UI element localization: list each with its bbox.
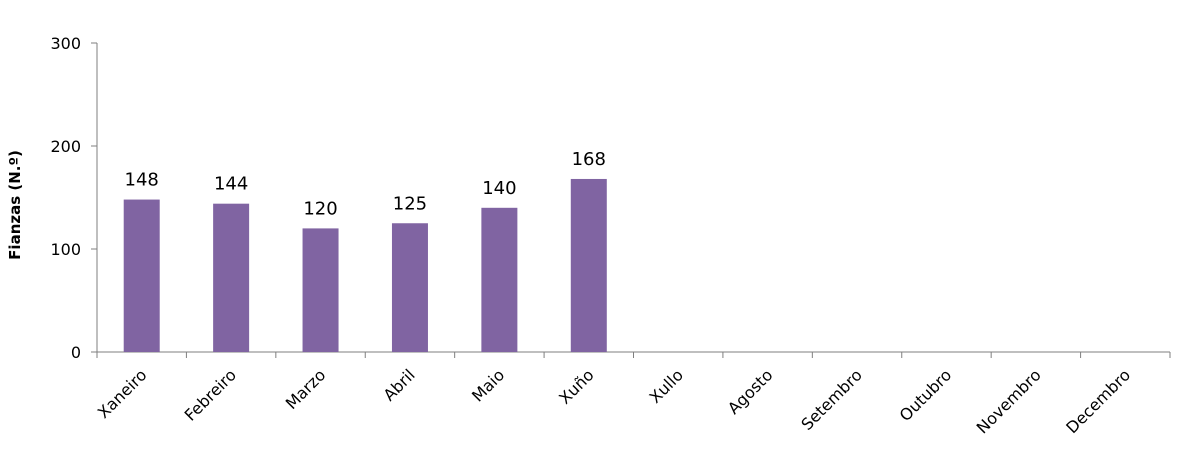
data-label: 120 [303, 198, 337, 219]
x-tick-label: Outubro [896, 365, 956, 425]
x-tick-label: Maio [468, 365, 508, 405]
data-label: 140 [482, 178, 516, 199]
x-tick-label: Marzo [282, 365, 330, 413]
bar [213, 203, 250, 352]
y-axis-label: Fianzas (N.º) [6, 150, 24, 260]
x-tick-label: Xullo [645, 365, 687, 407]
data-label: 144 [214, 174, 248, 195]
bar [302, 228, 339, 352]
x-tick-label: Decembro [1062, 365, 1134, 437]
y-tick-label: 0 [71, 343, 81, 362]
y-tick-label: 100 [50, 240, 81, 259]
x-tick-label: Xuño [555, 365, 597, 407]
x-tick-label: Setembro [797, 365, 866, 434]
x-tick-label: Abril [379, 365, 418, 404]
x-tick-label: Xaneiro [94, 365, 151, 422]
data-label: 125 [393, 193, 427, 214]
bar [391, 223, 428, 352]
y-tick-label: 300 [50, 34, 81, 53]
x-tick-label: Febreiro [181, 365, 240, 424]
data-label: 148 [125, 170, 159, 191]
data-label: 168 [572, 149, 606, 170]
bar [481, 207, 518, 352]
bar [570, 178, 607, 352]
x-tick-label: Agosto [724, 365, 777, 418]
bar [123, 199, 160, 352]
x-tick-label: Novembro [973, 365, 1045, 437]
y-tick-label: 200 [50, 137, 81, 156]
